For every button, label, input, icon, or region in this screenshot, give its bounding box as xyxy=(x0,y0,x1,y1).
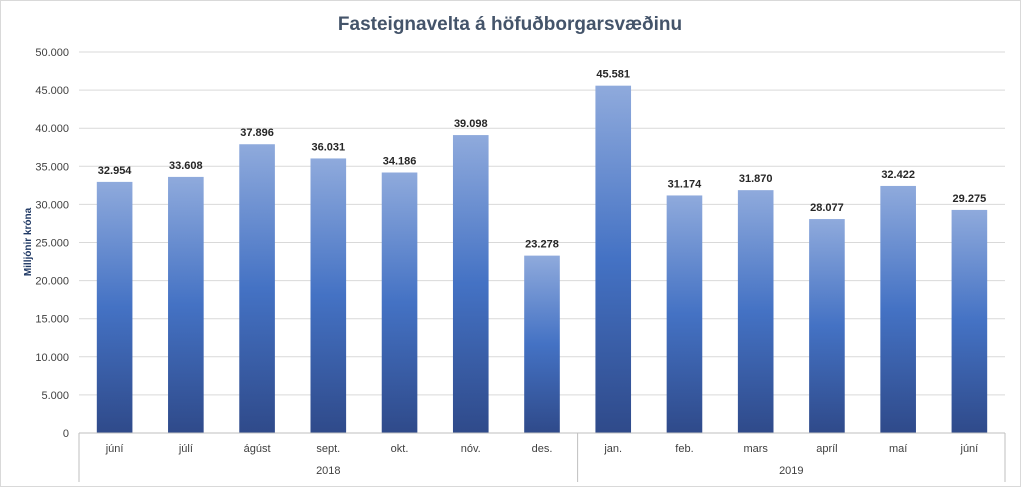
bar xyxy=(452,135,489,433)
y-tick-label: 45.000 xyxy=(35,85,69,97)
group-label: 2018 xyxy=(316,465,340,477)
x-tick-label: jan. xyxy=(603,443,622,455)
y-tick-label: 25.000 xyxy=(35,238,69,250)
x-tick-label: júní xyxy=(960,443,979,455)
data-label: 32.422 xyxy=(881,169,915,181)
x-tick-label: sept. xyxy=(316,443,340,455)
bar xyxy=(168,176,204,433)
x-tick-label: mars xyxy=(743,443,768,455)
x-tick-label: maí xyxy=(889,443,907,455)
bar xyxy=(381,172,418,433)
x-tick-label: apríl xyxy=(816,443,837,455)
data-label: 29.275 xyxy=(953,193,987,205)
bar xyxy=(310,158,347,433)
chart-title: Fasteignavelta á höfuðborgarsvæðinu xyxy=(338,14,682,35)
x-tick-label: nóv. xyxy=(461,443,481,455)
y-tick-label: 50.000 xyxy=(35,47,69,59)
data-label: 45.581 xyxy=(596,69,630,81)
data-label: 37.896 xyxy=(240,127,274,139)
x-tick-label: okt. xyxy=(391,443,409,455)
data-labels: 32.954 33.608 37.896 36.031 34.186 39.098 23.2… xyxy=(98,69,986,251)
data-label: 31.870 xyxy=(739,173,773,185)
y-tick-label: 10.000 xyxy=(35,352,69,364)
x-axis: júní júlí ágúst sept. okt. nóv. des. jan. feb. ma… xyxy=(78,432,1006,482)
data-label: 28.077 xyxy=(810,202,844,214)
data-label: 31.174 xyxy=(668,178,703,190)
data-label: 36.031 xyxy=(311,141,345,153)
bar xyxy=(951,209,988,433)
y-tick-label: 20.000 xyxy=(35,276,69,288)
data-label: 32.954 xyxy=(98,165,133,177)
data-label: 33.608 xyxy=(169,160,203,172)
y-tick-label: 35.000 xyxy=(35,161,69,173)
data-label: 23.278 xyxy=(525,239,559,251)
x-tick-label: júní xyxy=(105,443,124,455)
group-label: 2019 xyxy=(779,465,803,477)
bar xyxy=(737,190,774,433)
y-tick-label: 30.000 xyxy=(35,199,69,211)
y-tick-label: 15.000 xyxy=(35,314,69,326)
x-tick-label: ágúst xyxy=(244,443,271,455)
x-tick-label: des. xyxy=(532,443,553,455)
bar xyxy=(880,185,916,433)
x-tick-label: feb. xyxy=(675,443,693,455)
y-tick-label: 0 xyxy=(63,428,69,440)
y-tick-labels: 0 5.000 10.000 15.000 20.000 25.000 30.000 35.0… xyxy=(35,47,69,440)
x-tick-label: júlí xyxy=(178,443,193,455)
bar xyxy=(524,255,560,433)
bar xyxy=(595,85,632,433)
data-label: 39.098 xyxy=(454,118,488,130)
y-axis-label: Milljónir króna xyxy=(23,207,34,276)
y-tick-label: 5.000 xyxy=(41,390,69,402)
bar xyxy=(96,181,133,433)
data-label: 34.186 xyxy=(383,156,417,168)
bar xyxy=(239,144,275,433)
bar xyxy=(809,219,845,433)
bar xyxy=(666,195,703,433)
y-tick-label: 40.000 xyxy=(35,123,69,135)
bars xyxy=(96,85,988,433)
